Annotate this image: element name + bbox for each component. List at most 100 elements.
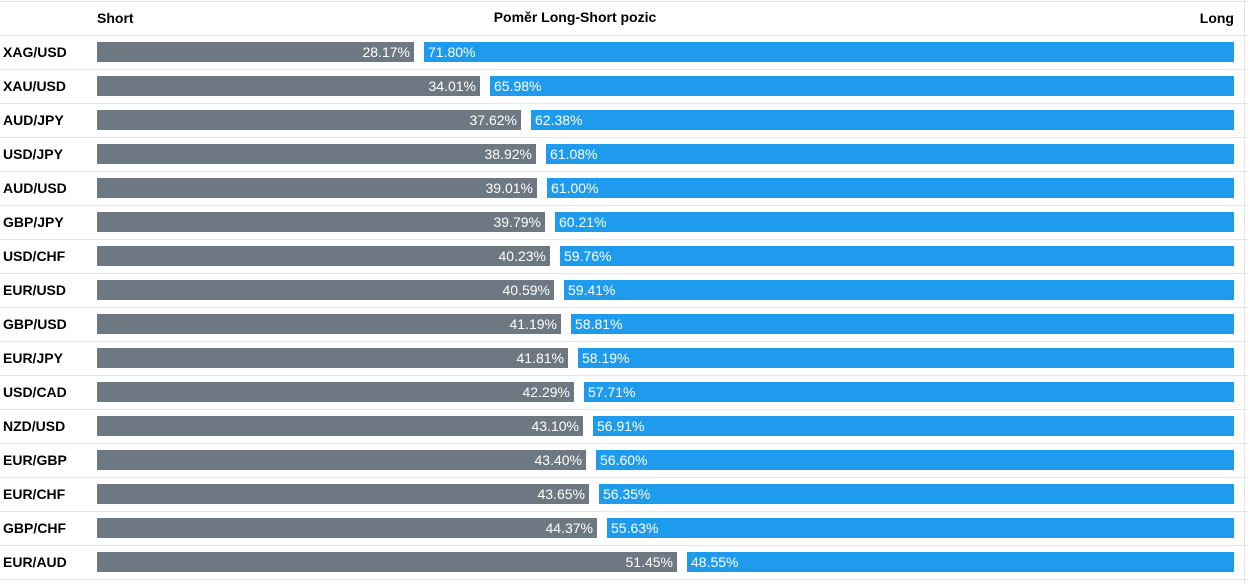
chart-row: EUR/GBP 43.40% 56.60% (3, 450, 1234, 470)
short-value-label: 28.17% (363, 44, 410, 60)
pair-label: USD/CAD (3, 384, 67, 400)
long-bar (560, 246, 1234, 266)
short-value-label: 42.29% (523, 384, 570, 400)
long-value-label: 71.80% (428, 44, 475, 60)
short-bar (97, 110, 521, 130)
short-bar (97, 144, 536, 164)
long-value-label: 56.91% (597, 418, 644, 434)
chart-row: EUR/AUD 51.45% 48.55% (3, 552, 1234, 572)
chart-row: GBP/CHF 44.37% 55.63% (3, 518, 1234, 538)
long-bar (687, 552, 1234, 572)
long-value-label: 61.00% (551, 180, 598, 196)
chart-row: EUR/CHF 43.65% 56.35% (3, 484, 1234, 504)
chart-title: Poměr Long-Short pozic (494, 9, 657, 25)
chart-row: USD/CHF 40.23% 59.76% (3, 246, 1234, 266)
chart-row: NZD/USD 43.10% 56.91% (3, 416, 1234, 436)
long-value-label: 56.60% (600, 452, 647, 468)
short-bar (97, 178, 537, 198)
pair-label: EUR/USD (3, 282, 66, 298)
pair-label: USD/JPY (3, 146, 64, 162)
rows-layer: XAG/USD 28.17% 71.80% XAU/USD 34.01% 65.98% AU… (3, 42, 1234, 572)
short-bar (97, 212, 545, 232)
long-bar (546, 144, 1234, 164)
short-bar (97, 314, 561, 334)
pair-label: XAU/USD (3, 78, 66, 94)
short-header: Short (97, 10, 134, 26)
chart-row: XAU/USD 34.01% 65.98% (3, 76, 1234, 96)
short-bar (97, 76, 480, 96)
long-bar (424, 42, 1234, 62)
short-bar (97, 450, 586, 470)
long-value-label: 62.38% (535, 112, 582, 128)
pair-label: AUD/JPY (3, 112, 64, 128)
chart-row: USD/JPY 38.92% 61.08% (3, 144, 1234, 164)
long-value-label: 60.21% (559, 214, 606, 230)
long-header: Long (1200, 10, 1234, 26)
long-bar (584, 382, 1234, 402)
short-value-label: 39.79% (494, 214, 541, 230)
short-bar (97, 518, 597, 538)
long-value-label: 55.63% (611, 520, 658, 536)
pair-label: GBP/JPY (3, 214, 64, 230)
chart-row: XAG/USD 28.17% 71.80% (3, 42, 1234, 62)
long-bar (490, 76, 1234, 96)
short-value-label: 40.59% (503, 282, 550, 298)
short-bar (97, 484, 589, 504)
short-bar (97, 280, 554, 300)
short-value-label: 38.92% (485, 146, 532, 162)
short-value-label: 44.37% (546, 520, 593, 536)
chart-row: EUR/USD 40.59% 59.41% (3, 280, 1234, 300)
pair-label: USD/CHF (3, 248, 66, 264)
long-value-label: 59.76% (564, 248, 611, 264)
short-bar (97, 246, 550, 266)
long-value-label: 65.98% (494, 78, 541, 94)
short-value-label: 43.10% (532, 418, 579, 434)
long-value-label: 48.55% (691, 554, 738, 570)
short-value-label: 40.23% (499, 248, 546, 264)
long-bar (599, 484, 1234, 504)
long-value-label: 56.35% (603, 486, 650, 502)
chart-row: GBP/USD 41.19% 58.81% (3, 314, 1234, 334)
pair-label: XAG/USD (3, 44, 67, 60)
long-bar (607, 518, 1234, 538)
short-value-label: 51.45% (626, 554, 673, 570)
chart-row: USD/CAD 42.29% 57.71% (3, 382, 1234, 402)
long-value-label: 61.08% (550, 146, 597, 162)
long-bar (555, 212, 1234, 232)
short-bar (97, 416, 583, 436)
short-value-label: 43.40% (535, 452, 582, 468)
pair-label: GBP/CHF (3, 520, 66, 536)
chart-row: EUR/JPY 41.81% 58.19% (3, 348, 1234, 368)
short-value-label: 41.19% (510, 316, 557, 332)
long-bar (531, 110, 1234, 130)
short-value-label: 39.01% (486, 180, 533, 196)
pair-label: EUR/AUD (3, 554, 67, 570)
short-value-label: 43.65% (538, 486, 585, 502)
long-bar (593, 416, 1234, 436)
short-bar (97, 42, 414, 62)
short-value-label: 41.81% (517, 350, 564, 366)
long-value-label: 59.41% (568, 282, 615, 298)
long-bar (564, 280, 1234, 300)
pair-label: NZD/USD (3, 418, 65, 434)
long-value-label: 58.19% (582, 350, 629, 366)
pair-label: EUR/CHF (3, 486, 66, 502)
chart-row: AUD/USD 39.01% 61.00% (3, 178, 1234, 198)
long-value-label: 58.81% (575, 316, 622, 332)
long-bar (578, 348, 1234, 368)
chart-row: AUD/JPY 37.62% 62.38% (3, 110, 1234, 130)
short-bar (97, 382, 574, 402)
short-value-label: 34.01% (429, 78, 476, 94)
short-bar (97, 348, 568, 368)
pair-label: EUR/GBP (3, 452, 67, 468)
long-value-label: 57.71% (588, 384, 635, 400)
pair-label: GBP/USD (3, 316, 67, 332)
long-bar (596, 450, 1234, 470)
short-value-label: 37.62% (470, 112, 517, 128)
short-bar (97, 552, 677, 572)
pair-label: EUR/JPY (3, 350, 64, 366)
long-bar (571, 314, 1234, 334)
long-bar (547, 178, 1234, 198)
